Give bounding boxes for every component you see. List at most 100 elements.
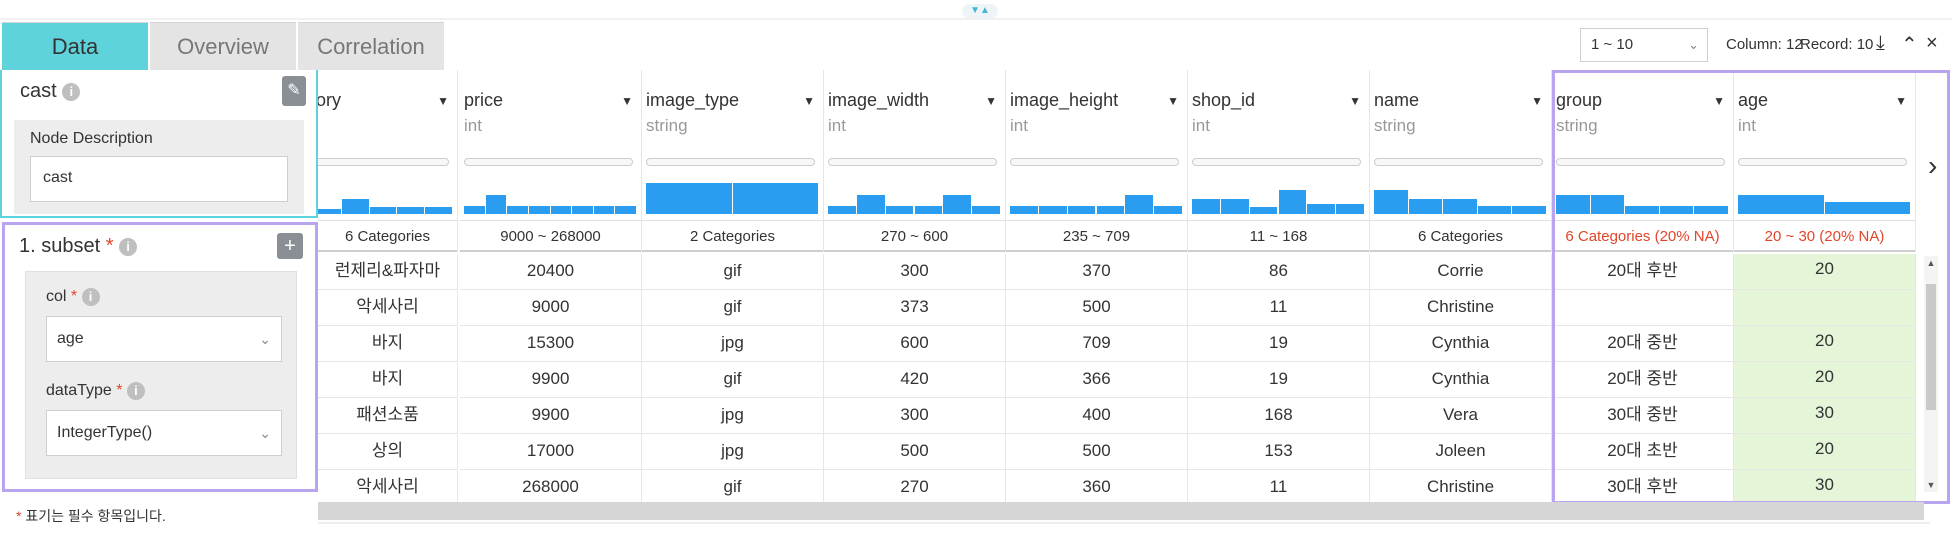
table-cell-image-type[interactable]: jpg <box>642 326 824 362</box>
table-cell-shop-id[interactable]: 19 <box>1188 362 1370 398</box>
histogram-bar[interactable] <box>341 198 370 214</box>
table-cell-name[interactable]: Corrie <box>1370 254 1552 290</box>
table-cell-image-width[interactable]: 500 <box>824 434 1006 470</box>
histogram-bar[interactable] <box>1590 195 1626 214</box>
histogram-bar[interactable] <box>593 205 616 214</box>
histogram-bar[interactable] <box>1512 205 1547 214</box>
col-select[interactable]: age ⌄ <box>46 316 282 362</box>
next-arrow-icon[interactable]: › <box>1928 150 1938 181</box>
info-icon[interactable]: i <box>119 237 138 256</box>
page-range-select[interactable]: 1 ~ 10 ⌄ <box>1580 28 1708 62</box>
histogram-bar[interactable] <box>369 207 398 214</box>
column-header-shop-id[interactable]: shop_id int ▼ 11 ~ 168 <box>1188 70 1370 252</box>
sort-arrow-icon[interactable]: ▼ <box>985 94 997 108</box>
table-cell-shop-id[interactable]: 11 <box>1188 290 1370 326</box>
column-header-image-height[interactable]: image_height int ▼ 235 ~ 709 <box>1006 70 1188 252</box>
histogram-bar[interactable] <box>828 205 857 214</box>
table-cell-shop-id[interactable]: 168 <box>1188 398 1370 434</box>
histogram-bar[interactable] <box>572 205 594 214</box>
histogram-bar[interactable] <box>1374 190 1409 214</box>
table-cell-category[interactable]: 악세사리 <box>318 290 458 326</box>
close-icon[interactable]: × <box>1926 32 1938 54</box>
histogram-bar[interactable] <box>1038 205 1068 214</box>
table-cell-group[interactable]: 20대 후반 <box>1552 254 1734 290</box>
sort-arrow-icon[interactable]: ▼ <box>1167 94 1179 108</box>
table-cell-name[interactable]: Christine <box>1370 290 1552 326</box>
table-cell-category[interactable]: 패션소품 <box>318 398 458 434</box>
table-cell-image-type[interactable]: jpg <box>642 398 824 434</box>
table-cell-shop-id[interactable]: 153 <box>1188 434 1370 470</box>
info-icon[interactable]: i <box>126 382 145 400</box>
table-cell-image-height[interactable]: 360 <box>1006 470 1188 502</box>
table-cell-name[interactable]: Vera <box>1370 398 1552 434</box>
sort-arrow-icon[interactable]: ▼ <box>1895 94 1907 108</box>
column-header-image-width[interactable]: image_width int ▼ 270 ~ 600 <box>824 70 1006 252</box>
histogram-bar[interactable] <box>1096 205 1126 214</box>
sort-arrow-icon[interactable]: ▼ <box>1713 94 1725 108</box>
table-cell-group[interactable]: 20대 중반 <box>1552 326 1734 362</box>
range-filter-slider[interactable] <box>1738 158 1907 166</box>
table-cell-price[interactable]: 20400 <box>460 254 642 290</box>
table-cell-name[interactable]: Cynthia <box>1370 362 1552 398</box>
histogram-bar[interactable] <box>856 195 886 214</box>
histogram-bar[interactable] <box>550 205 573 214</box>
histogram-bar[interactable] <box>1824 202 1911 214</box>
histogram-bar[interactable] <box>397 207 426 214</box>
table-cell-image-height[interactable]: 500 <box>1006 434 1188 470</box>
histogram-bar[interactable] <box>485 195 508 214</box>
plus-icon[interactable]: + <box>277 233 303 259</box>
vertical-scrollbar[interactable]: ▲ ▼ <box>1924 256 1938 492</box>
histogram-bar[interactable] <box>1738 195 1825 214</box>
column-header-name[interactable]: name string ▼ 6 Categories <box>1370 70 1552 252</box>
table-cell-category[interactable]: 런제리&파자마 <box>318 254 458 290</box>
table-cell-category[interactable]: 상의 <box>318 434 458 470</box>
histogram-bar[interactable] <box>1278 190 1308 214</box>
horizontal-scrollbar[interactable] <box>318 502 1924 520</box>
histogram-bar[interactable] <box>1249 207 1279 214</box>
histogram-bar[interactable] <box>732 183 819 214</box>
table-cell-price[interactable]: 17000 <box>460 434 642 470</box>
table-cell-image-width[interactable]: 420 <box>824 362 1006 398</box>
range-filter-slider[interactable] <box>828 158 997 166</box>
table-cell-image-width[interactable]: 300 <box>824 254 1006 290</box>
range-filter-slider[interactable] <box>464 158 633 166</box>
table-cell-price[interactable]: 9900 <box>460 362 642 398</box>
table-cell-category[interactable]: 바지 <box>318 362 458 398</box>
histogram-bar[interactable] <box>1659 205 1695 214</box>
table-cell-image-type[interactable]: gif <box>642 362 824 398</box>
histogram-bar[interactable] <box>318 208 342 214</box>
column-header-price[interactable]: price int ▼ 9000 ~ 268000 <box>460 70 642 252</box>
histogram-bar[interactable] <box>1220 198 1250 214</box>
datatype-select[interactable]: IntegerType() ⌄ <box>46 410 282 456</box>
table-cell-age[interactable]: 30 <box>1734 470 1916 502</box>
collapse-toggle-icon[interactable]: ▼▲ <box>962 4 998 18</box>
table-cell-image-height[interactable]: 400 <box>1006 398 1188 434</box>
histogram-bar[interactable] <box>1125 195 1155 214</box>
table-cell-image-type[interactable]: gif <box>642 470 824 502</box>
range-filter-slider[interactable] <box>1374 158 1543 166</box>
histogram-bar[interactable] <box>1477 205 1513 214</box>
tab-data[interactable]: Data <box>2 22 148 70</box>
sort-arrow-icon[interactable]: ▼ <box>1349 94 1361 108</box>
histogram-bar[interactable] <box>1408 198 1444 214</box>
table-cell-group[interactable]: 30대 후반 <box>1552 470 1734 502</box>
histogram-bar[interactable] <box>615 205 637 214</box>
histogram-bar[interactable] <box>1307 203 1337 214</box>
table-cell-image-width[interactable]: 373 <box>824 290 1006 326</box>
table-cell-age[interactable]: 20 <box>1734 254 1916 290</box>
scroll-down-icon[interactable]: ▼ <box>1926 480 1936 490</box>
table-cell-image-height[interactable]: 709 <box>1006 326 1188 362</box>
edit-icon[interactable]: ✎ <box>282 76 306 106</box>
table-cell-image-height[interactable]: 366 <box>1006 362 1188 398</box>
sort-arrow-icon[interactable]: ▼ <box>621 94 633 108</box>
table-cell-price[interactable]: 268000 <box>460 470 642 502</box>
table-cell-image-type[interactable]: gif <box>642 290 824 326</box>
histogram-bar[interactable] <box>425 207 453 214</box>
histogram-bar[interactable] <box>1694 205 1729 214</box>
table-cell-group[interactable]: 30대 중반 <box>1552 398 1734 434</box>
table-cell-image-type[interactable]: jpg <box>642 434 824 470</box>
range-filter-slider[interactable] <box>1010 158 1179 166</box>
download-icon[interactable]: ⤓ <box>1876 32 1885 54</box>
histogram-bar[interactable] <box>914 205 944 214</box>
column-header-group[interactable]: group string ▼ 6 Categories (20% NA) <box>1552 70 1734 252</box>
